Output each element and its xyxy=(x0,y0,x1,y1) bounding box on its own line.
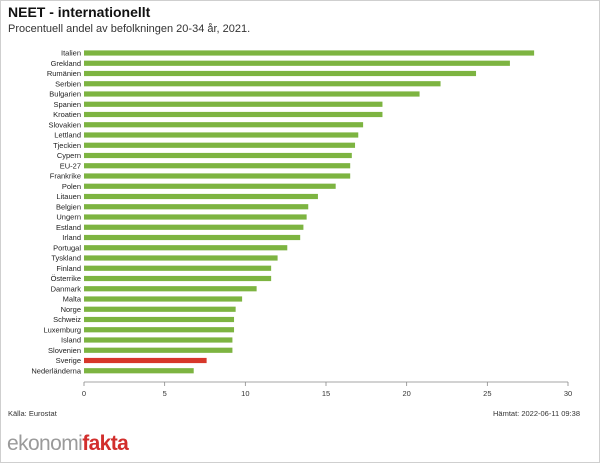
category-label-frankrike: Frankrike xyxy=(50,172,81,181)
bar-slovenien xyxy=(84,347,233,353)
logo-text-part2: fakta xyxy=(82,432,129,455)
bar-sverige xyxy=(84,357,207,364)
category-label-eu-27: EU-27 xyxy=(60,161,81,170)
category-label-polen: Polen xyxy=(62,182,81,191)
bar-finland xyxy=(84,265,272,271)
category-label-ungern: Ungern xyxy=(56,213,81,222)
bar-lettland xyxy=(84,132,359,138)
bar-litauen xyxy=(84,193,318,200)
bar-portugal xyxy=(84,245,288,251)
bar-osterrike xyxy=(84,275,272,282)
bar-kroatien xyxy=(84,111,383,118)
x-tick-label-5: 5 xyxy=(163,389,167,398)
chart-subtitle: Procentuell andel av befolkningen 20-34 … xyxy=(8,23,251,35)
bar-luxemburg xyxy=(84,327,235,333)
category-label-schweiz: Schweiz xyxy=(53,315,81,324)
ekonomifakta-logo[interactable]: ekonomifakta xyxy=(7,431,129,457)
category-label-rumanien: Rumänien xyxy=(47,69,81,78)
category-label-irland: Irland xyxy=(62,233,81,242)
category-label-nederlanderna: Nederländerna xyxy=(31,366,81,375)
x-tick-label-15: 15 xyxy=(322,389,330,398)
category-label-finland: Finland xyxy=(56,264,81,273)
bar-polen xyxy=(84,183,336,189)
category-label-belgien: Belgien xyxy=(56,202,81,211)
category-label-danmark: Danmark xyxy=(51,284,82,293)
category-label-cypern: Cypern xyxy=(57,151,81,160)
bar-bulgarien xyxy=(84,91,420,97)
x-tick-label-30: 30 xyxy=(564,389,572,398)
category-label-lettland: Lettland xyxy=(54,131,81,140)
x-tick-label-10: 10 xyxy=(241,389,249,398)
category-label-malta: Malta xyxy=(63,295,82,304)
bar-tyskland xyxy=(84,255,278,261)
bar-malta xyxy=(84,296,243,302)
bar-estland xyxy=(84,224,304,230)
bar-spanien xyxy=(84,101,383,107)
bar-belgien xyxy=(84,204,309,210)
category-label-litauen: Litauen xyxy=(56,192,81,201)
x-tick-label-25: 25 xyxy=(483,389,491,398)
bar-nederlanderna xyxy=(84,368,194,374)
bar-norge xyxy=(84,306,236,312)
category-label-estland: Estland xyxy=(56,223,81,232)
category-label-slovakien: Slovakien xyxy=(48,120,81,129)
category-label-tyskland: Tyskland xyxy=(51,254,81,263)
x-tick-label-0: 0 xyxy=(82,389,86,398)
bar-frankrike xyxy=(84,173,351,179)
bar-eu-27 xyxy=(84,163,351,169)
fetched-timestamp: Hämtat: 2022-06-11 09:38 xyxy=(492,409,580,418)
category-label-tjeckien: Tjeckien xyxy=(53,141,81,150)
source-note: Källa: Eurostat xyxy=(8,409,57,418)
bar-cypern xyxy=(84,152,352,159)
category-label-slovenien: Slovenien xyxy=(48,346,81,355)
logo-text-part1: ekonomi xyxy=(7,432,83,455)
category-label-osterrike: Österrike xyxy=(51,274,81,283)
category-label-bulgarien: Bulgarien xyxy=(49,90,81,99)
category-label-norge: Norge xyxy=(61,305,81,314)
bar-schweiz xyxy=(84,316,235,323)
bar-irland xyxy=(84,234,301,241)
category-label-spanien: Spanien xyxy=(53,100,81,109)
bar-grekland xyxy=(84,60,510,66)
bar-slovakien xyxy=(84,122,364,128)
category-label-island: Island xyxy=(61,336,81,345)
bar-rumanien xyxy=(84,70,477,77)
category-label-sverige: Sverige xyxy=(56,356,81,365)
chart-title: NEET - internationellt xyxy=(8,4,151,20)
bar-serbien xyxy=(84,81,441,87)
category-label-portugal: Portugal xyxy=(53,243,81,252)
x-tick-label-20: 20 xyxy=(402,389,410,398)
bar-italien xyxy=(84,50,535,56)
bar-ungern xyxy=(84,214,307,220)
category-label-luxemburg: Luxemburg xyxy=(43,325,81,334)
category-label-serbien: Serbien xyxy=(55,79,81,88)
category-label-italien: Italien xyxy=(61,49,81,58)
category-label-grekland: Grekland xyxy=(51,59,81,68)
bar-island xyxy=(84,337,233,343)
bar-tjeckien xyxy=(84,142,356,148)
category-label-kroatien: Kroatien xyxy=(53,110,81,119)
bar-danmark xyxy=(84,286,257,292)
